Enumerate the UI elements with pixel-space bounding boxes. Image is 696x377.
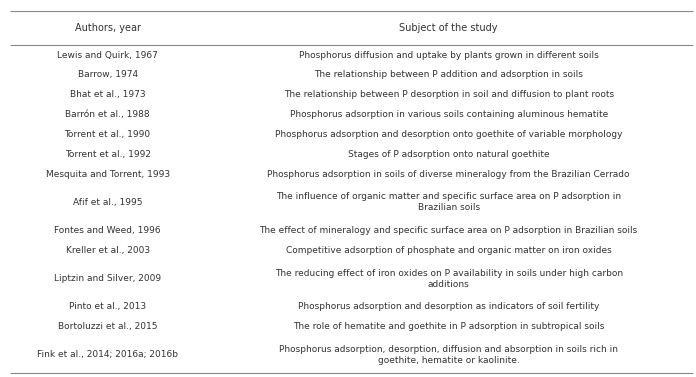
Text: Phosphorus diffusion and uptake by plants grown in different soils: Phosphorus diffusion and uptake by plant… — [299, 51, 599, 60]
Text: Phosphorus adsorption in soils of diverse mineralogy from the Brazilian Cerrado: Phosphorus adsorption in soils of divers… — [267, 170, 630, 179]
Text: Bortoluzzi et al., 2015: Bortoluzzi et al., 2015 — [58, 322, 157, 331]
Text: Torrent et al., 1990: Torrent et al., 1990 — [65, 130, 151, 139]
Text: Fink et al., 2014; 2016a; 2016b: Fink et al., 2014; 2016a; 2016b — [37, 350, 178, 359]
Text: Torrent et al., 1992: Torrent et al., 1992 — [65, 150, 150, 159]
Text: Kreller et al., 2003: Kreller et al., 2003 — [65, 246, 150, 255]
Text: Subject of the study: Subject of the study — [400, 23, 498, 33]
Text: Phosphorus adsorption and desorption as indicators of soil fertility: Phosphorus adsorption and desorption as … — [298, 302, 599, 311]
Text: Lewis and Quirk, 1967: Lewis and Quirk, 1967 — [57, 51, 158, 60]
Text: Phosphorus adsorption and desorption onto goethite of variable morphology: Phosphorus adsorption and desorption ont… — [275, 130, 622, 139]
Text: Barrow, 1974: Barrow, 1974 — [77, 70, 138, 80]
Text: The relationship between P desorption in soil and diffusion to plant roots: The relationship between P desorption in… — [283, 90, 614, 99]
Text: Stages of P adsorption onto natural goethite: Stages of P adsorption onto natural goet… — [348, 150, 549, 159]
Text: The role of hematite and goethite in P adsorption in subtropical soils: The role of hematite and goethite in P a… — [293, 322, 604, 331]
Text: Liptzin and Silver, 2009: Liptzin and Silver, 2009 — [54, 274, 161, 283]
Text: Authors, year: Authors, year — [74, 23, 141, 33]
Text: The relationship between P addition and adsorption in soils: The relationship between P addition and … — [314, 70, 583, 80]
Text: Afif et al., 1995: Afif et al., 1995 — [73, 198, 143, 207]
Text: Barrón et al., 1988: Barrón et al., 1988 — [65, 110, 150, 119]
Text: Fontes and Weed, 1996: Fontes and Weed, 1996 — [54, 226, 161, 235]
Text: Phosphorus adsorption in various soils containing aluminous hematite: Phosphorus adsorption in various soils c… — [290, 110, 608, 119]
Text: The effect of mineralogy and specific surface area on P adsorption in Brazilian : The effect of mineralogy and specific su… — [260, 226, 638, 235]
Text: The influence of organic matter and specific surface area on P adsorption in
Bra: The influence of organic matter and spec… — [276, 192, 622, 212]
Text: Pinto et al., 2013: Pinto et al., 2013 — [69, 302, 146, 311]
Text: Bhat et al., 1973: Bhat et al., 1973 — [70, 90, 145, 99]
Text: Mesquita and Torrent, 1993: Mesquita and Torrent, 1993 — [45, 170, 170, 179]
Text: The reducing effect of iron oxides on P availability in soils under high carbon
: The reducing effect of iron oxides on P … — [275, 268, 623, 289]
Text: Phosphorus adsorption, desorption, diffusion and absorption in soils rich in
goe: Phosphorus adsorption, desorption, diffu… — [279, 345, 618, 365]
Text: Competitive adsorption of phosphate and organic matter on iron oxides: Competitive adsorption of phosphate and … — [286, 246, 612, 255]
